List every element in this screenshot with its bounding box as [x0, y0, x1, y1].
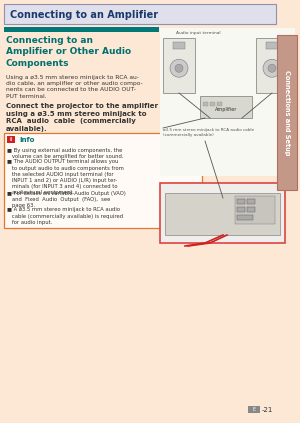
FancyBboxPatch shape: [200, 96, 252, 118]
FancyBboxPatch shape: [160, 183, 285, 243]
FancyBboxPatch shape: [165, 193, 280, 235]
Bar: [266, 42, 278, 49]
Text: ■ The AUDIO OUTPUT terminal allows you
   to output audio to audio components fr: ■ The AUDIO OUTPUT terminal allows you t…: [7, 159, 124, 195]
Bar: [210, 102, 215, 106]
Circle shape: [268, 64, 276, 72]
Text: Connect the projector to the amplifier
using a ø3.5 mm stereo minijack to
RCA  a: Connect the projector to the amplifier u…: [6, 103, 158, 132]
Bar: [235, 196, 275, 224]
Bar: [217, 102, 222, 106]
Bar: [237, 215, 253, 220]
Text: ø3.5 mm stereo minijack to RCA audio cable
(commercially available): ø3.5 mm stereo minijack to RCA audio cab…: [163, 128, 254, 137]
Circle shape: [175, 64, 183, 72]
Circle shape: [170, 59, 188, 77]
Bar: [247, 207, 255, 212]
Text: ■ For details on Variable Audio Output (VAO)
   and  Fixed  Audio  Output  (FAO): ■ For details on Variable Audio Output (…: [7, 191, 126, 208]
Bar: [237, 199, 245, 204]
Text: ■ A ø3.5 mm stereo minijack to RCA audio
   cable (commercially available) is re: ■ A ø3.5 mm stereo minijack to RCA audio…: [7, 208, 123, 225]
FancyBboxPatch shape: [4, 4, 276, 24]
Text: i: i: [10, 137, 12, 142]
Bar: [237, 207, 245, 212]
Text: Connecting to an Amplifier: Connecting to an Amplifier: [10, 10, 158, 20]
Bar: [160, 28, 295, 176]
Text: Connections and Setup: Connections and Setup: [284, 70, 290, 155]
Bar: [247, 199, 255, 204]
Bar: [4, 27, 159, 32]
FancyBboxPatch shape: [248, 406, 260, 413]
Text: E: E: [252, 407, 256, 412]
FancyBboxPatch shape: [4, 133, 202, 228]
Text: Audio input terminal: Audio input terminal: [176, 31, 220, 35]
Bar: [256, 38, 288, 93]
Text: Info: Info: [19, 137, 34, 143]
FancyBboxPatch shape: [277, 35, 297, 190]
FancyBboxPatch shape: [7, 136, 15, 143]
Circle shape: [263, 59, 281, 77]
Bar: [163, 38, 195, 93]
Bar: [172, 42, 185, 49]
Text: -21: -21: [262, 407, 273, 412]
Text: ■ By using external audio components, the
   volume can be amplified for better : ■ By using external audio components, th…: [7, 148, 124, 159]
Text: Using a ø3.5 mm stereo minijack to RCA au-
dio cable, an amplifier or other audi: Using a ø3.5 mm stereo minijack to RCA a…: [6, 75, 143, 99]
Text: Amplifier: Amplifier: [215, 107, 237, 113]
Text: Connecting to an
Amplifier or Other Audio
Components: Connecting to an Amplifier or Other Audi…: [6, 36, 131, 68]
Bar: [203, 102, 208, 106]
